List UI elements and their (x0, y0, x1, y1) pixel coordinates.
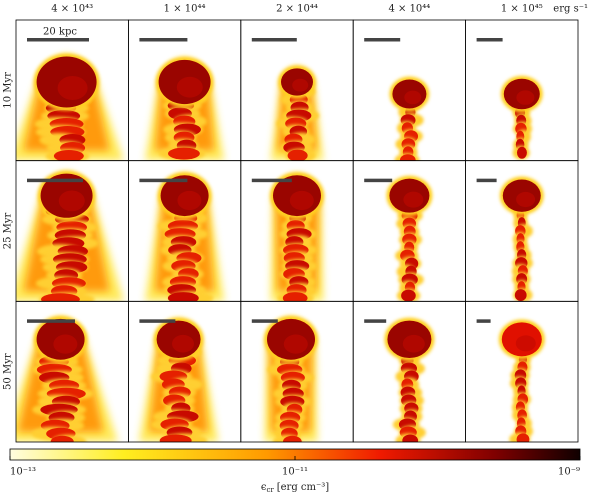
head-inner (516, 90, 535, 105)
row-label: 10 Myr (3, 72, 14, 109)
column-label: 1 × 10⁴⁵ (501, 4, 543, 15)
stem-core (516, 433, 530, 443)
head-inner (515, 335, 536, 352)
scale-bar (27, 319, 75, 323)
panel (16, 170, 124, 302)
label-symbol: ϵ (261, 482, 267, 493)
label-subscript: cr (266, 486, 274, 494)
column-label: 2 × 10⁴⁴ (276, 4, 318, 15)
scale-bar (364, 319, 387, 323)
stem-core (159, 434, 192, 443)
scale-bar (27, 38, 89, 42)
panel (16, 315, 118, 443)
head-inner (172, 334, 194, 353)
stem-core (282, 292, 308, 302)
stem-core (402, 434, 419, 443)
head-inner (283, 334, 308, 354)
colorbar-tick-label: 10⁻¹³ (10, 467, 36, 478)
panel-frame (465, 300, 579, 443)
stem-core (50, 435, 74, 443)
label-unit: [erg cm⁻³] (277, 482, 330, 493)
scale-bar (139, 319, 176, 323)
panel (384, 317, 435, 443)
scale-bar (27, 178, 83, 183)
stem-core (514, 289, 527, 302)
scale-bar (251, 319, 278, 323)
panel-grid (15, 19, 579, 443)
stem-core (168, 147, 200, 160)
column-label: 4 × 10⁴³ (51, 4, 93, 15)
head-inner (292, 78, 309, 92)
scale-bar (139, 178, 188, 183)
panel (270, 65, 324, 161)
head-inner (516, 191, 536, 208)
scale-bar (139, 38, 188, 42)
scale-bar (476, 319, 491, 323)
panel (270, 172, 324, 302)
head-inner (404, 90, 422, 105)
stem-core (282, 435, 302, 443)
head-inner (177, 190, 202, 211)
head-inner (53, 334, 78, 354)
stem-core (516, 146, 527, 159)
stem-core (399, 154, 416, 161)
scale-bar (476, 38, 503, 42)
panel (264, 315, 318, 443)
panel (386, 175, 433, 302)
row-label: 25 Myr (3, 212, 14, 249)
head-inner (57, 76, 88, 100)
stem-core (287, 149, 308, 161)
panel (145, 172, 225, 302)
scale-bar (251, 178, 292, 183)
panel (145, 56, 225, 161)
head-inner (176, 76, 203, 98)
stem-core (167, 292, 199, 302)
column-label: 1 × 10⁴⁴ (164, 4, 206, 15)
scale-bar-label: 20 kpc (43, 27, 77, 38)
column-label: 4 × 10⁴⁴ (388, 4, 430, 15)
colorbar-label: ϵcr [erg cm⁻³] (261, 482, 329, 495)
head-inner (289, 190, 314, 211)
panel (499, 176, 544, 302)
panel (139, 317, 219, 443)
panel (16, 53, 124, 161)
row-label: 50 Myr (3, 353, 14, 390)
scale-bar (364, 178, 393, 183)
head-inner (58, 190, 85, 212)
column-unit: erg s⁻¹ (553, 4, 588, 15)
colorbar-tick-label: 10⁻⁹ (558, 467, 580, 478)
head-inner (403, 191, 424, 208)
stem-core (401, 289, 416, 302)
colorbar-tick-label: 10⁻¹¹ (282, 467, 308, 478)
panel (500, 75, 543, 160)
scale-bar (364, 38, 401, 42)
scale-bar (476, 178, 497, 183)
panel (498, 319, 545, 443)
scale-bar (251, 38, 297, 42)
stem-core (53, 150, 84, 161)
panel (389, 76, 430, 161)
head-inner (402, 334, 425, 353)
stem-core (40, 293, 80, 302)
